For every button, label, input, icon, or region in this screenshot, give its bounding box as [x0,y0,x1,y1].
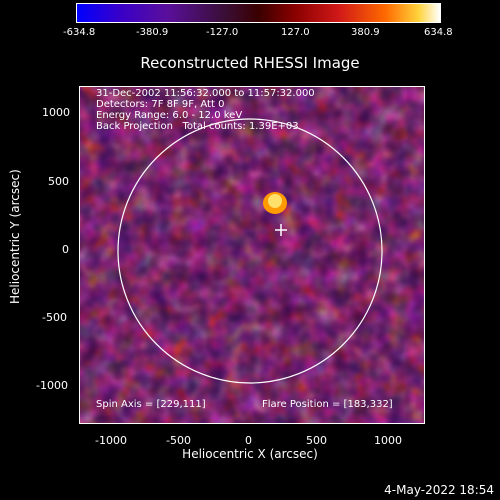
x-tick: 500 [306,434,327,447]
y-tick: 1000 [42,106,70,119]
y-axis-title: Heliocentric Y (arcsec) [8,169,22,304]
y-tick: 500 [48,175,69,188]
x-tick: -1000 [95,434,127,447]
colorbar-tick: -634.8 [63,27,96,38]
heatmap-canvas [80,87,424,423]
x-tick: 1000 [374,434,402,447]
colorbar-tick: 127.0 [281,27,310,38]
y-tick: -500 [42,311,67,324]
x-tick: -500 [166,434,191,447]
y-tick: 0 [62,243,69,256]
flare-position-label: Flare Position = [183,332] [262,399,393,410]
spin-axis-label: Spin Axis = [229,111] [96,399,206,410]
x-tick: 0 [245,434,252,447]
colorbar-tick: -380.9 [136,27,169,38]
y-tick: -1000 [36,379,68,392]
image-title: Reconstructed RHESSI Image [140,54,360,72]
footer-timestamp: 4-May-2022 18:54 [384,483,494,497]
info-line-date: 31-Dec-2002 11:56:32.000 to 11:57:32.000 [96,88,315,99]
info-line-detectors: Detectors: 7F 8F 9F, Att 0 [96,99,225,110]
info-line-method: Back Projection Total counts: 1.39E+03 [96,121,299,132]
solar-limb-circle [117,118,383,384]
flare-source-core [268,194,282,208]
noise-pattern [80,87,424,423]
info-line-energy: Energy Range: 6.0 - 12.0 keV [96,110,243,121]
solar-image [79,86,425,424]
colorbar-tick: 634.8 [424,27,453,38]
x-axis-title: Heliocentric X (arcsec) [182,447,318,461]
colorbar-tick: 380.9 [351,27,380,38]
colorbar-tick: -127.0 [206,27,239,38]
colorbar [76,3,441,23]
